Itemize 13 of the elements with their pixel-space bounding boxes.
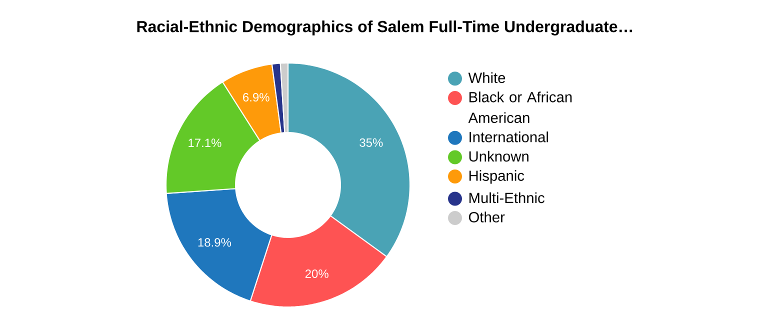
legend-label: White (468, 72, 506, 84)
legend-label: Unknown (469, 150, 528, 162)
legend-label: Other (468, 212, 505, 222)
legend-label: International (470, 132, 548, 142)
data-label: 35% (360, 138, 383, 147)
data-label: 18.9% (198, 238, 232, 247)
legend-label: Hispanic (469, 170, 524, 184)
chart-title: Racial-Ethnic Demographics of Salem Full-Time Undergraduate… (137, 20, 632, 36)
legend-label: Multi-Ethnic (469, 192, 544, 204)
data-label: 17.1% (188, 138, 222, 148)
data-label: 20% (305, 269, 328, 278)
data-label: 6.9% (243, 93, 270, 102)
legend-label: Black or African American (468, 92, 572, 123)
